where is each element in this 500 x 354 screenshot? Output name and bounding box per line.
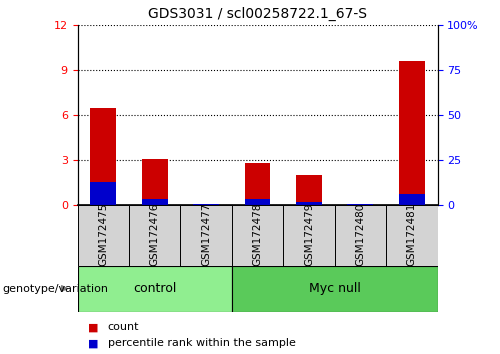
- Text: GSM172481: GSM172481: [407, 202, 417, 266]
- Text: GSM172475: GSM172475: [98, 202, 108, 266]
- Bar: [244, 163, 270, 205]
- Bar: [180, 205, 232, 266]
- Bar: [386, 205, 438, 266]
- Text: genotype/variation: genotype/variation: [2, 284, 108, 293]
- Bar: [129, 205, 180, 266]
- Text: GSM172476: GSM172476: [150, 202, 160, 266]
- Text: ■: ■: [88, 322, 98, 332]
- Bar: [348, 204, 373, 205]
- Text: ■: ■: [88, 338, 98, 348]
- Bar: [90, 108, 116, 205]
- Bar: [232, 205, 283, 266]
- Bar: [399, 194, 424, 205]
- Bar: [193, 204, 219, 205]
- Bar: [232, 266, 438, 312]
- Text: control: control: [133, 282, 176, 295]
- Bar: [90, 182, 116, 205]
- Text: GSM172478: GSM172478: [252, 202, 262, 266]
- Bar: [334, 205, 386, 266]
- Text: Myc null: Myc null: [308, 282, 360, 295]
- Title: GDS3031 / scl00258722.1_67-S: GDS3031 / scl00258722.1_67-S: [148, 7, 367, 21]
- Bar: [142, 159, 168, 205]
- Bar: [283, 205, 335, 266]
- Bar: [142, 199, 168, 205]
- Text: percentile rank within the sample: percentile rank within the sample: [108, 338, 296, 348]
- Text: GSM172480: GSM172480: [356, 202, 366, 266]
- Text: count: count: [108, 322, 139, 332]
- Bar: [296, 175, 322, 205]
- Bar: [244, 199, 270, 205]
- Bar: [78, 266, 232, 312]
- Bar: [296, 202, 322, 205]
- Text: GSM172477: GSM172477: [201, 202, 211, 266]
- Bar: [78, 205, 129, 266]
- Text: GSM172479: GSM172479: [304, 202, 314, 266]
- Bar: [399, 61, 424, 205]
